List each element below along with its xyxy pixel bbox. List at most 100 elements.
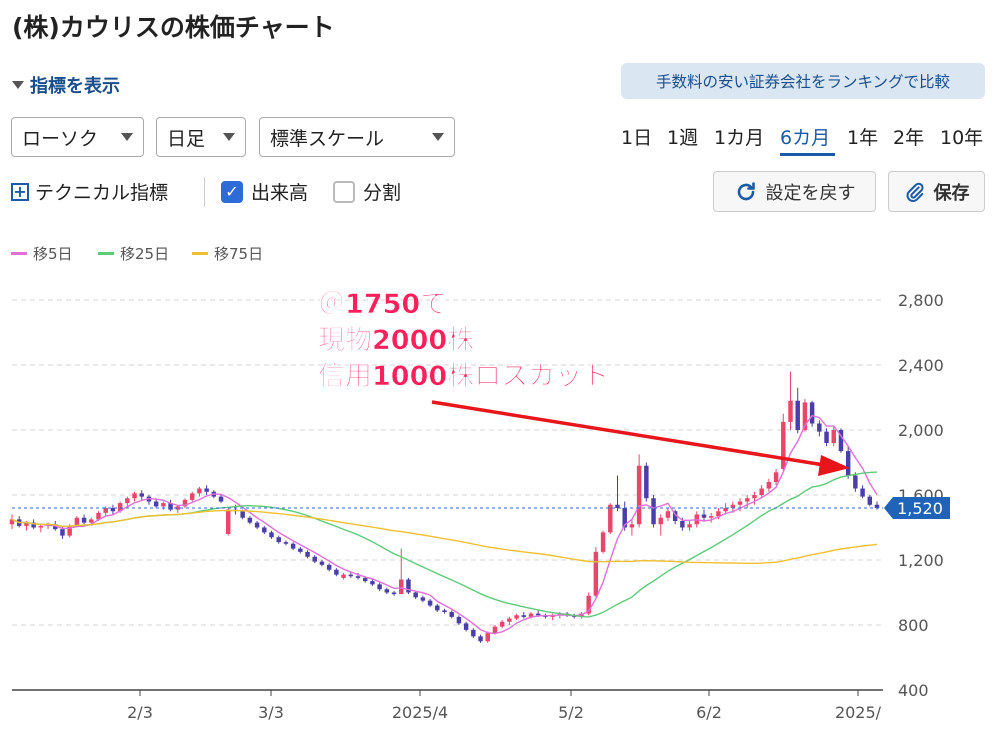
- chart-type-select[interactable]: ローソク: [11, 117, 144, 157]
- broker-ranking-link[interactable]: 手数料の安い証券会社をランキングで比較: [621, 63, 985, 99]
- candle-body: [485, 633, 490, 642]
- candle-body: [535, 613, 541, 616]
- caret-down-icon: [432, 133, 444, 141]
- candle-body: [788, 400, 793, 422]
- candle-body: [262, 527, 267, 533]
- candle-body: [802, 402, 808, 430]
- candle-body: [528, 613, 534, 617]
- candle-body: [132, 493, 137, 499]
- candle-body: [665, 511, 671, 518]
- candle-body: [9, 519, 15, 525]
- candle-body: [240, 511, 245, 518]
- candle-body: [247, 517, 253, 523]
- candle-body: [175, 506, 181, 510]
- range-10y[interactable]: 10年: [940, 127, 984, 149]
- caret-down-icon: [121, 133, 133, 141]
- candle-body: [874, 504, 880, 508]
- scale-select[interactable]: 標準スケール: [259, 117, 455, 157]
- active-range-underline: [780, 153, 835, 156]
- technical-indicator-button[interactable]: + テクニカル指標: [11, 178, 168, 205]
- annotation-arrow-line: [431, 400, 825, 467]
- x-tick-label: 2/3: [127, 703, 153, 722]
- empty-checkbox-icon: [333, 180, 355, 203]
- candle-body: [391, 592, 397, 595]
- candle-body: [737, 501, 743, 505]
- candle-body: [514, 615, 519, 619]
- candle-body: [817, 423, 822, 432]
- candle-body: [672, 511, 678, 521]
- candle-body: [355, 576, 361, 578]
- save-button[interactable]: 保存: [888, 171, 985, 212]
- candle-body: [427, 600, 433, 606]
- current-price-label: 1,520: [897, 499, 943, 518]
- range-1w[interactable]: 1週: [667, 127, 699, 149]
- period-value: 日足: [167, 127, 206, 150]
- candle-body: [680, 521, 685, 528]
- legend-swatch-ma25: [98, 252, 114, 255]
- candle-body: [334, 569, 339, 575]
- candle-body: [161, 503, 166, 507]
- candle-body: [226, 509, 231, 534]
- y-tick-label: 2,400: [898, 356, 944, 375]
- indicator-toggle[interactable]: 指標を表示: [12, 72, 120, 98]
- candle-body: [449, 612, 454, 617]
- x-tick-label: 5/2: [558, 703, 584, 722]
- candle-body: [60, 529, 65, 536]
- candle-body: [370, 581, 375, 585]
- candle-body: [319, 561, 325, 565]
- candle-body: [442, 610, 447, 612]
- range-1y[interactable]: 1年: [847, 127, 879, 149]
- candle-body: [636, 465, 642, 525]
- scale-value: 標準スケール: [270, 127, 385, 150]
- candle-body: [853, 475, 858, 489]
- triangle-down-icon: [12, 81, 24, 89]
- candle-body: [651, 498, 656, 525]
- candle-body: [125, 498, 130, 504]
- range-2y[interactable]: 2年: [893, 127, 925, 149]
- reset-settings-button[interactable]: 設定を戻す: [713, 171, 876, 212]
- candle-body: [492, 626, 498, 634]
- refresh-icon: [737, 181, 755, 200]
- y-tick-label: 2,800: [898, 291, 944, 310]
- range-1m[interactable]: 1カ月: [714, 127, 765, 149]
- y-tick-label: 800: [898, 616, 929, 635]
- candle-body: [600, 532, 606, 552]
- candle-body: [168, 503, 173, 510]
- y-tick-label: 1,200: [898, 551, 944, 570]
- page-title: (株)カウリスの株価チャート: [12, 13, 335, 42]
- candle-body: [716, 511, 721, 517]
- candle-body: [687, 524, 692, 528]
- paperclip-icon: [906, 182, 924, 202]
- candle-body: [290, 543, 296, 549]
- candle-body: [420, 597, 426, 601]
- candle-body: [204, 488, 209, 492]
- legend-ma75: 移75日: [192, 243, 263, 264]
- ma5-line: [11, 414, 878, 635]
- candle-body: [781, 421, 786, 469]
- candle-body: [831, 430, 836, 443]
- candle-body: [24, 522, 29, 526]
- candle-body: [809, 402, 815, 424]
- range-1d[interactable]: 1日: [621, 127, 653, 149]
- annotation-line: 信用1000株ロスカット: [318, 361, 609, 392]
- candle-body: [708, 516, 714, 518]
- candle-body: [377, 584, 382, 590]
- candle-body: [96, 512, 101, 520]
- candle-body: [629, 524, 635, 528]
- period-select[interactable]: 日足: [156, 117, 246, 157]
- legend-swatch-ma5: [11, 252, 27, 255]
- candle-body: [103, 508, 108, 513]
- technical-indicator-label: テクニカル指標: [35, 182, 169, 204]
- legend-label-ma75: 移75日: [214, 245, 264, 263]
- candle-body: [838, 430, 844, 452]
- candle-body: [471, 629, 476, 637]
- range-6m[interactable]: 6カ月: [780, 127, 831, 149]
- reset-settings-label: 設定を戻す: [765, 182, 856, 204]
- volume-checkbox[interactable]: ✓ 出来高: [221, 178, 308, 205]
- candle-body: [867, 496, 873, 505]
- split-checkbox[interactable]: 分割: [333, 178, 401, 205]
- x-tick-label: 6/2: [696, 703, 722, 722]
- annotation-line: ＠1750で: [318, 289, 447, 320]
- volume-label: 出来高: [251, 182, 309, 204]
